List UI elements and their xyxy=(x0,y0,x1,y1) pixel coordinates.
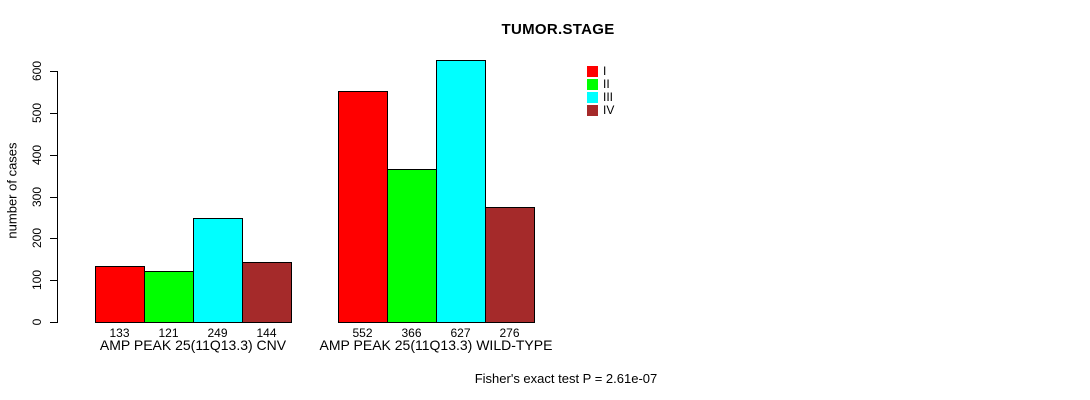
legend-label-iv: IV xyxy=(603,103,615,117)
y-axis-label: number of cases xyxy=(4,142,20,239)
bar-value-label: 121 xyxy=(158,326,179,340)
y-tick xyxy=(50,197,57,198)
bar-ii-0 xyxy=(144,271,194,323)
y-tick-label: 500 xyxy=(30,102,44,124)
bar-value-label: 249 xyxy=(207,326,228,340)
bar-i-0 xyxy=(95,266,145,323)
y-tick-label: 600 xyxy=(30,60,44,82)
bar-value-label: 552 xyxy=(352,326,373,340)
bar-value-label: 627 xyxy=(450,326,471,340)
legend-swatch-ii xyxy=(587,79,598,90)
bar-iii-0 xyxy=(193,218,243,323)
bar-value-label: 133 xyxy=(109,326,130,340)
bar-value-label: 366 xyxy=(401,326,422,340)
y-tick-label: 0 xyxy=(30,318,44,326)
bar-value-label: 144 xyxy=(256,326,277,340)
y-tick-label: 400 xyxy=(30,144,44,166)
legend-swatch-iii xyxy=(587,92,598,103)
y-axis xyxy=(57,71,58,323)
y-tick-label: 300 xyxy=(30,186,44,208)
legend-label-i: I xyxy=(603,64,607,78)
bar-iv-0 xyxy=(242,262,292,323)
y-tick xyxy=(50,71,57,72)
bar-iii-1 xyxy=(436,60,486,323)
group-label: AMP PEAK 25(11Q13.3) CNV xyxy=(99,337,287,353)
legend-label-iii: III xyxy=(603,90,614,104)
bar-ii-1 xyxy=(387,169,437,323)
legend-swatch-i xyxy=(587,66,598,77)
y-tick-label: 200 xyxy=(30,227,44,249)
group-label: AMP PEAK 25(11Q13.3) WILD-TYPE xyxy=(319,337,553,353)
y-tick xyxy=(50,280,57,281)
bar-i-1 xyxy=(338,91,388,323)
y-tick xyxy=(50,113,57,114)
legend-swatch-iv xyxy=(587,105,598,116)
bar-iv-1 xyxy=(485,207,535,323)
y-tick xyxy=(50,155,57,156)
legend-label-ii: II xyxy=(603,77,610,91)
y-tick xyxy=(50,322,57,323)
bar-value-label: 276 xyxy=(499,326,520,340)
chart-title: TUMOR.STAGE xyxy=(501,21,615,38)
y-tick-label: 100 xyxy=(30,269,44,291)
y-tick xyxy=(50,238,57,239)
annotation-text: Fisher's exact test P = 2.61e-07 xyxy=(474,371,658,386)
